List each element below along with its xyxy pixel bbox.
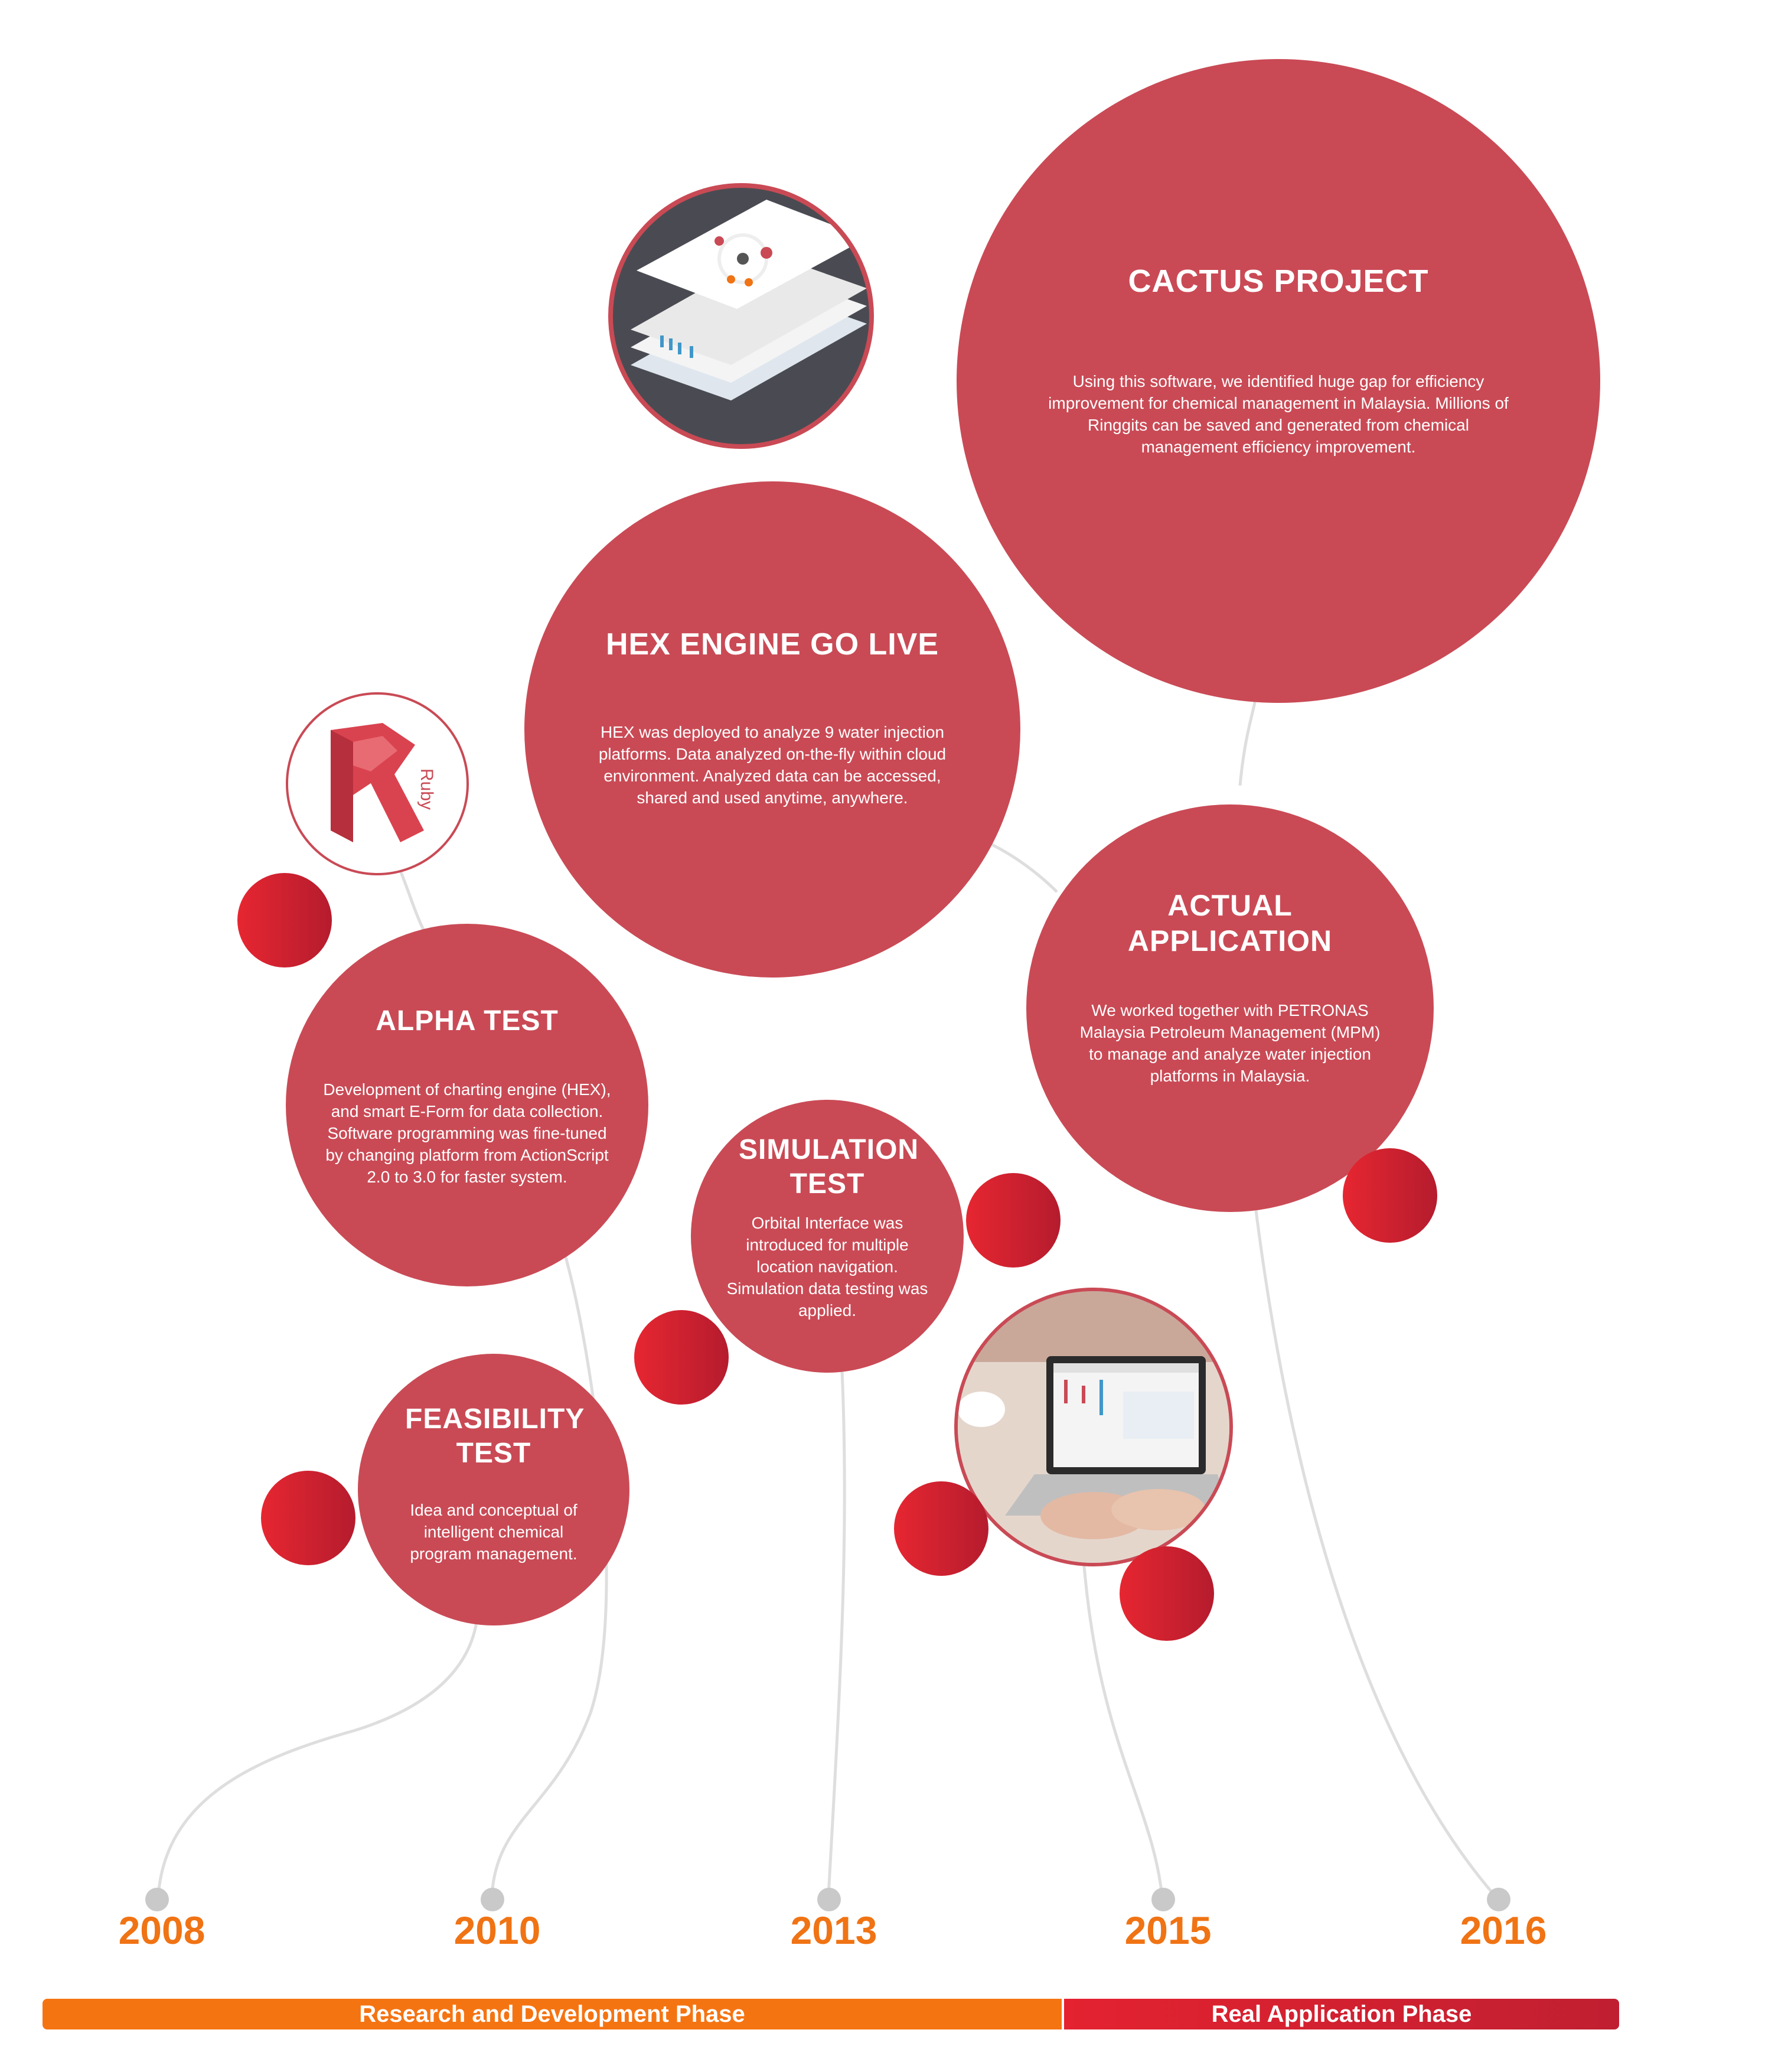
year-label-2016: 2016 bbox=[1460, 1908, 1547, 1952]
milestone-description: HEX was deployed to analyze 9 water inje… bbox=[598, 723, 947, 807]
milestone-feasibility-test: FEASIBILITY TEST Idea and conceptual of … bbox=[358, 1354, 629, 1625]
timeline-node-2016 bbox=[1487, 1888, 1510, 1911]
milestone-title: FEASIBILITY TEST bbox=[405, 1403, 585, 1469]
milestone-description: Orbital Interface was introduced for mul… bbox=[726, 1214, 928, 1320]
timeline-node-2015 bbox=[1151, 1888, 1175, 1911]
milestone-description: Development of charting engine (HEX), an… bbox=[323, 1080, 611, 1187]
phase-bar-real-application: Real Application Phase bbox=[1064, 1999, 1619, 2029]
connector-2015 bbox=[1082, 1559, 1164, 1897]
decorative-dot bbox=[1120, 1546, 1214, 1641]
timeline-node-2010 bbox=[481, 1888, 504, 1911]
connector-2008 bbox=[156, 1618, 479, 1897]
year-label-2008: 2008 bbox=[118, 1908, 205, 1952]
year-label-2010: 2010 bbox=[453, 1908, 541, 1952]
timeline-node-2013 bbox=[817, 1888, 841, 1911]
laptop-photo bbox=[954, 1288, 1233, 1566]
timeline-node-2008 bbox=[145, 1888, 169, 1911]
milestone-description: Idea and conceptual of intelligent chemi… bbox=[410, 1501, 577, 1563]
milestone-simulation-test: SIMULATION TEST Orbital Interface was in… bbox=[691, 1100, 964, 1373]
ruby-logo: Ruby bbox=[286, 692, 469, 875]
decorative-dot bbox=[237, 873, 332, 967]
decorative-dot bbox=[894, 1481, 988, 1576]
decorative-dot bbox=[1343, 1148, 1437, 1243]
milestone-cactus-project: CACTUS PROJECT Using this software, we i… bbox=[957, 59, 1600, 703]
connector-2013 bbox=[827, 1358, 846, 1897]
phase-bar-research: Research and Development Phase bbox=[43, 1999, 1062, 2029]
milestone-alpha-test: ALPHA TEST Development of charting engin… bbox=[286, 924, 648, 1286]
milestone-description: We worked together with PETRONAS Malaysi… bbox=[1079, 1001, 1381, 1085]
decorative-dot bbox=[634, 1310, 729, 1405]
milestone-title: ACTUAL APPLICATION bbox=[1127, 889, 1333, 958]
year-label-2013: 2013 bbox=[790, 1908, 877, 1952]
connector-hex-actual bbox=[991, 843, 1058, 893]
milestone-description: Using this software, we identified huge … bbox=[1048, 372, 1509, 457]
milestone-hex-engine: HEX ENGINE GO LIVE HEX was deployed to a… bbox=[524, 481, 1020, 978]
decorative-dot bbox=[966, 1173, 1061, 1268]
connector-2010 bbox=[490, 1240, 608, 1897]
milestone-actual-application: ACTUAL APPLICATION We worked together wi… bbox=[1026, 804, 1434, 1212]
connector-2016 bbox=[1244, 1122, 1496, 1897]
milestone-title: SIMULATION TEST bbox=[739, 1134, 919, 1200]
report-stack-image bbox=[608, 183, 874, 449]
year-label-2015: 2015 bbox=[1124, 1908, 1212, 1952]
milestone-title: HEX ENGINE GO LIVE bbox=[605, 627, 939, 662]
milestone-title: CACTUS PROJECT bbox=[1128, 263, 1429, 299]
ruby-logo-text: Ruby bbox=[417, 768, 436, 810]
decorative-dot bbox=[261, 1471, 355, 1565]
milestone-title: ALPHA TEST bbox=[376, 1005, 559, 1037]
